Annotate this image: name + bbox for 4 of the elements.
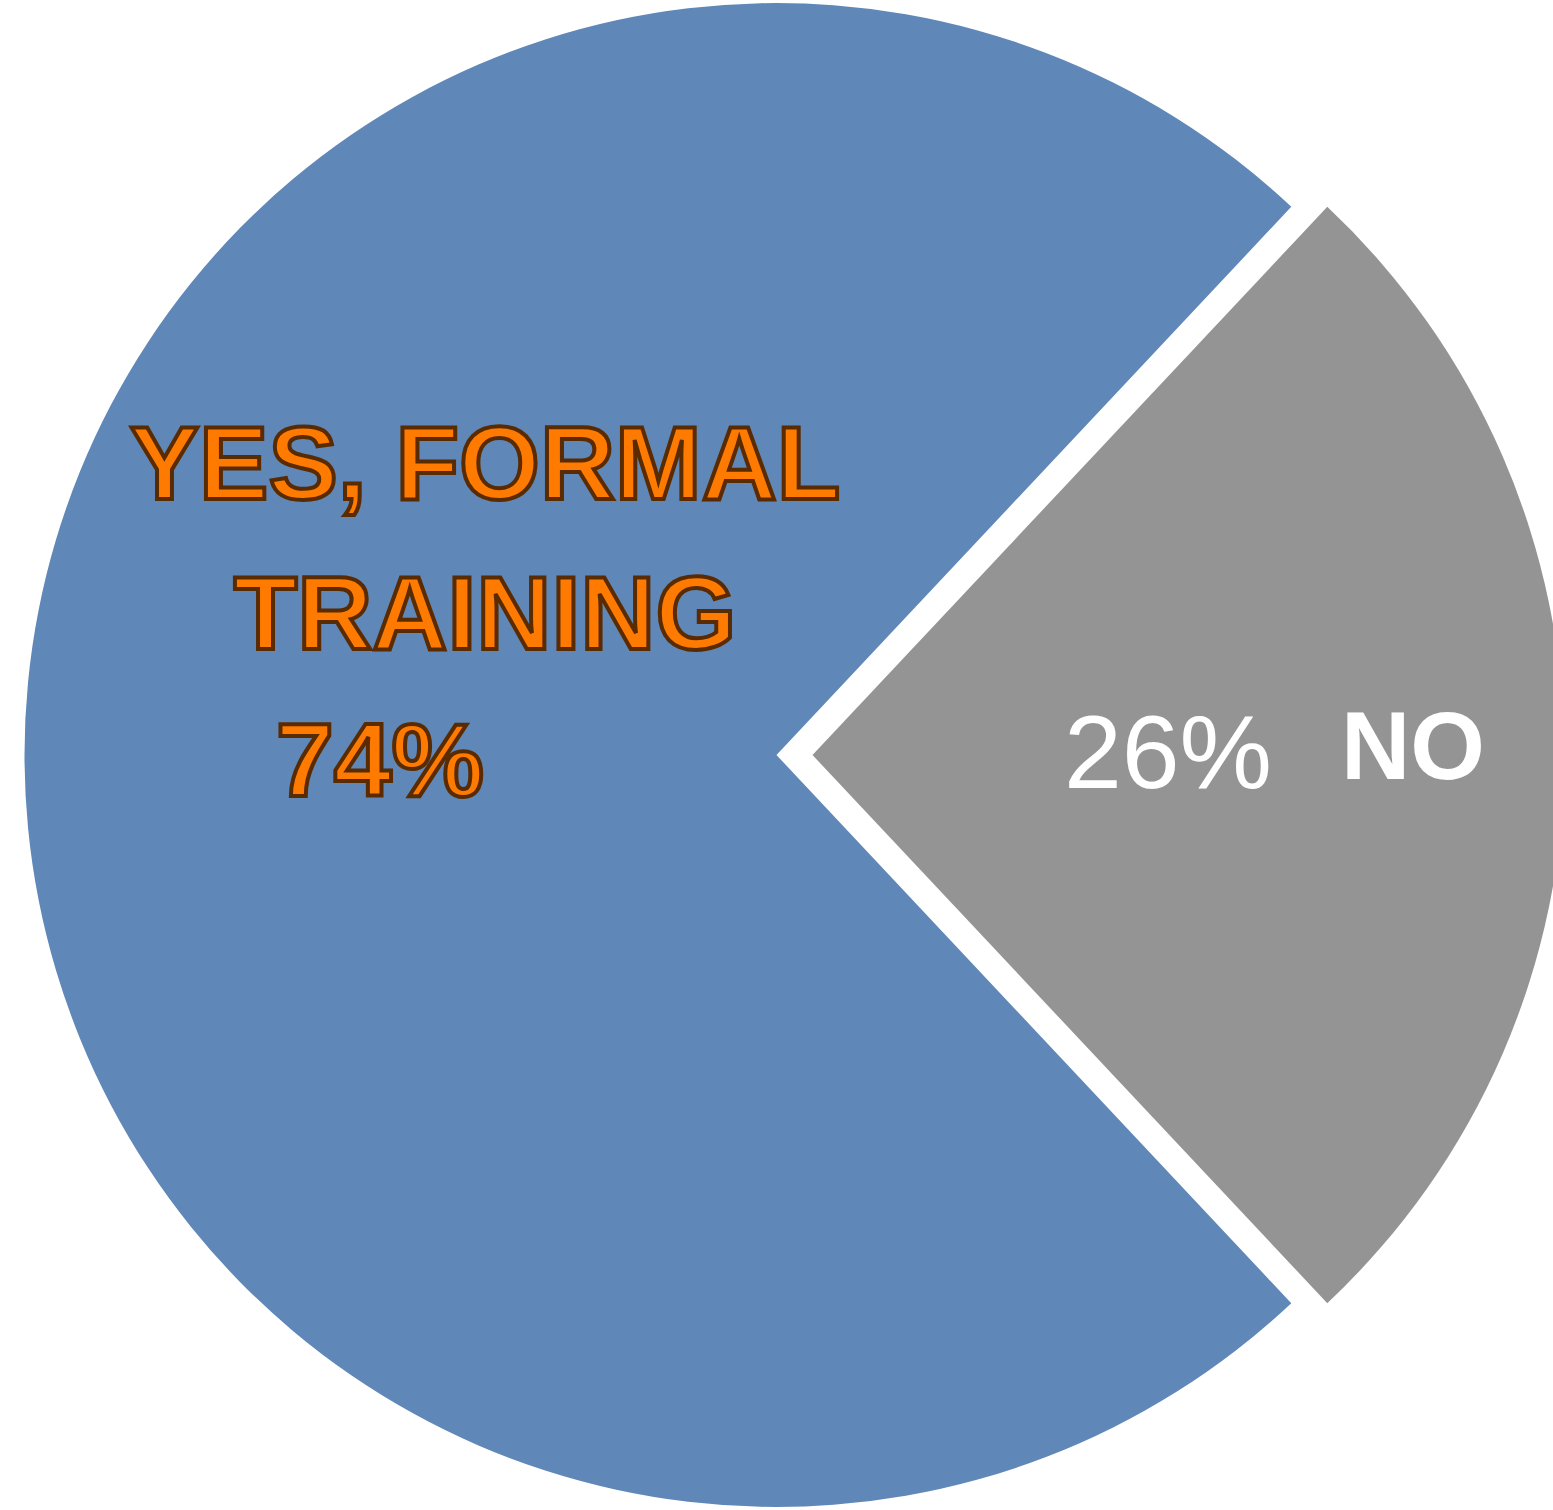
slice-label: YES, FORMAL TRAINING xyxy=(129,405,841,671)
data-label: 74% xyxy=(275,702,485,818)
data-label: 26% xyxy=(1063,694,1273,810)
slice-label: NO xyxy=(1341,692,1485,799)
